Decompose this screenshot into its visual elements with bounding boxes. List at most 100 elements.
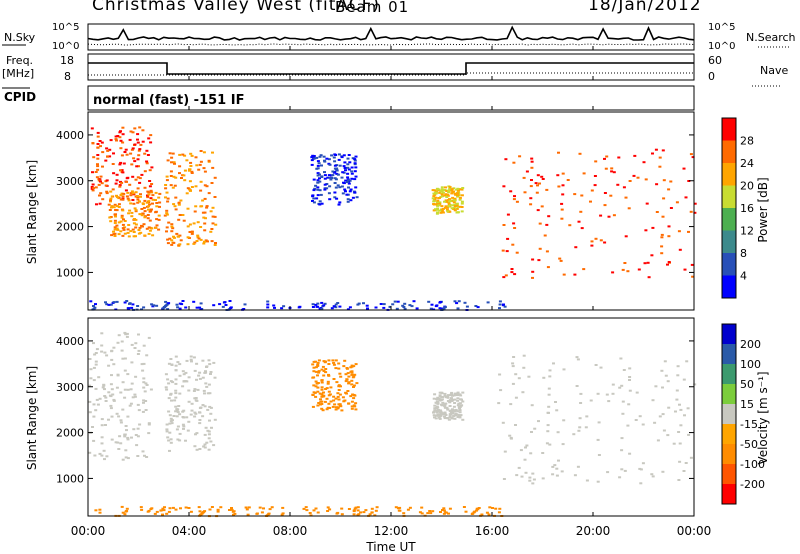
echo-mark bbox=[202, 216, 206, 219]
echo-mark bbox=[346, 163, 350, 166]
echo-mark bbox=[622, 369, 626, 371]
echo-mark bbox=[435, 401, 439, 404]
echo-mark bbox=[195, 240, 199, 242]
echo-mark bbox=[168, 152, 172, 155]
echo-mark bbox=[594, 160, 598, 163]
echo-mark bbox=[121, 511, 125, 514]
echo-mark bbox=[628, 452, 632, 455]
echo-mark bbox=[458, 196, 462, 199]
echo-mark bbox=[456, 404, 460, 407]
colorbar-swatch bbox=[722, 140, 736, 163]
echo-mark bbox=[531, 472, 535, 475]
echo-mark bbox=[651, 152, 654, 155]
echo-mark bbox=[435, 212, 439, 215]
echo-mark bbox=[312, 384, 316, 387]
echo-mark bbox=[323, 188, 327, 191]
echo-mark bbox=[199, 180, 203, 183]
echo-mark bbox=[321, 409, 325, 412]
echo-mark bbox=[337, 389, 341, 391]
echo-mark bbox=[124, 333, 128, 336]
echo-mark bbox=[456, 205, 460, 208]
echo-mark bbox=[114, 138, 118, 141]
echo-mark bbox=[181, 153, 185, 156]
echo-mark bbox=[391, 303, 395, 306]
echo-mark bbox=[353, 373, 357, 376]
echo-mark bbox=[121, 195, 125, 198]
echo-mark bbox=[206, 392, 210, 395]
echo-mark bbox=[438, 209, 442, 212]
echo-mark bbox=[337, 158, 341, 161]
echo-mark bbox=[174, 382, 178, 385]
echo-mark bbox=[199, 302, 203, 305]
echo-mark bbox=[145, 201, 149, 204]
echo-mark bbox=[116, 441, 120, 444]
echo-mark bbox=[313, 157, 317, 160]
time-axis: 00:00 04:00 08:00 12:00 16:00 20:00 00:00 bbox=[71, 46, 711, 538]
echo-mark bbox=[457, 402, 461, 405]
echo-mark bbox=[184, 371, 188, 374]
y-tick-label: 2000 bbox=[56, 427, 84, 440]
echo-mark bbox=[455, 207, 459, 210]
echo-mark bbox=[98, 511, 102, 514]
colorbar-swatch bbox=[722, 253, 736, 276]
colorbar-tick-label: 28 bbox=[740, 135, 754, 148]
echo-mark bbox=[208, 419, 211, 422]
echo-mark bbox=[438, 395, 442, 398]
echo-mark bbox=[178, 153, 182, 156]
echo-mark bbox=[204, 370, 207, 373]
echo-mark bbox=[115, 179, 119, 182]
echo-mark bbox=[231, 510, 235, 513]
echo-mark bbox=[147, 137, 151, 140]
echo-mark bbox=[448, 198, 451, 201]
echo-mark bbox=[396, 507, 400, 510]
echo-mark bbox=[460, 194, 464, 197]
echo-mark bbox=[170, 243, 174, 246]
echo-mark bbox=[610, 170, 614, 173]
echo-mark bbox=[352, 509, 356, 512]
echo-mark bbox=[503, 305, 507, 308]
echo-mark bbox=[100, 332, 104, 335]
echo-mark bbox=[169, 441, 173, 444]
echo-mark bbox=[201, 211, 205, 214]
colorbar-swatch bbox=[722, 344, 736, 364]
echo-mark bbox=[338, 164, 342, 167]
echo-mark bbox=[347, 381, 351, 384]
echo-mark bbox=[316, 364, 320, 367]
echo-mark bbox=[434, 190, 438, 193]
echo-mark bbox=[456, 413, 460, 416]
echo-mark bbox=[115, 196, 119, 199]
echo-mark bbox=[174, 396, 178, 399]
echo-mark bbox=[95, 176, 99, 179]
echo-mark bbox=[593, 184, 597, 187]
echo-mark bbox=[691, 275, 695, 278]
echo-mark bbox=[213, 176, 217, 179]
echo-mark bbox=[122, 162, 126, 165]
colorbar-frame bbox=[721, 323, 737, 505]
echo-mark bbox=[280, 513, 284, 516]
echo-mark bbox=[184, 506, 188, 509]
echo-mark bbox=[442, 509, 446, 512]
echo-mark bbox=[580, 194, 584, 197]
echo-mark bbox=[190, 186, 194, 188]
echo-mark bbox=[420, 512, 424, 515]
echo-mark bbox=[190, 402, 194, 405]
echo-mark bbox=[127, 212, 131, 215]
echo-mark bbox=[660, 245, 664, 248]
freq-tick-top: 18 bbox=[60, 54, 74, 67]
x-tick-label: 16:00 bbox=[475, 524, 510, 538]
echo-mark bbox=[327, 359, 331, 362]
echo-mark bbox=[112, 152, 115, 155]
echo-mark bbox=[346, 176, 350, 179]
echo-mark bbox=[178, 363, 182, 366]
echo-mark bbox=[246, 513, 250, 516]
echo-mark bbox=[173, 205, 177, 208]
echo-mark bbox=[175, 232, 179, 235]
echo-mark bbox=[89, 300, 93, 303]
echo-mark bbox=[137, 333, 140, 336]
echo-mark bbox=[350, 400, 354, 403]
echo-mark bbox=[114, 213, 117, 216]
echo-mark bbox=[141, 140, 145, 143]
echo-mark bbox=[185, 416, 189, 419]
echo-mark bbox=[186, 243, 190, 246]
echo-mark bbox=[316, 172, 320, 175]
